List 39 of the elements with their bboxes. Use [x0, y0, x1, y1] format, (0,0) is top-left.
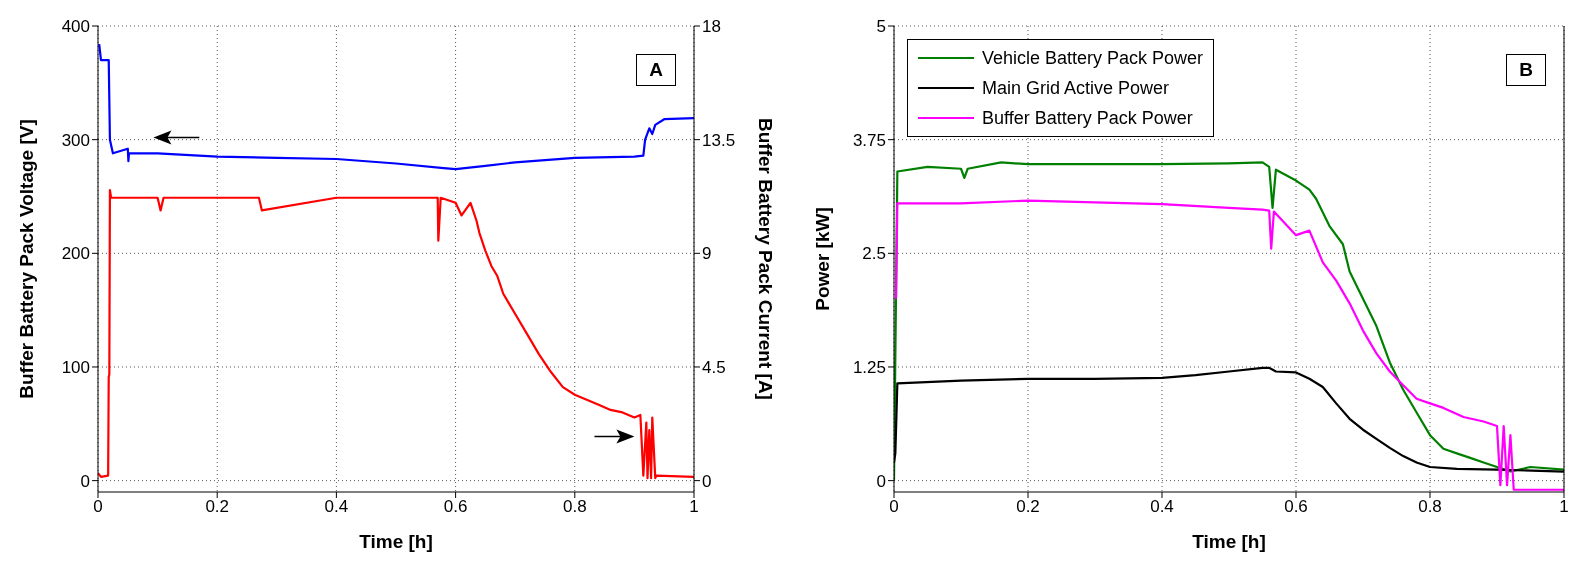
x-tick-label: 0.8 — [562, 497, 587, 517]
y-axis-title: Power [kW] — [811, 207, 833, 311]
x-tick-label: 0.8 — [1418, 497, 1442, 517]
y-tick-label: 3.75 — [852, 130, 886, 150]
y-tick-label: 200 — [61, 244, 90, 264]
y-tick-label: 0 — [876, 471, 886, 491]
x-tick-label: 0.6 — [1284, 497, 1308, 517]
y2-tick-label: 4.5 — [702, 358, 726, 378]
y-tick-label: 400 — [61, 17, 90, 37]
y-tick-label: 300 — [61, 130, 90, 150]
x-tick-label: 0.2 — [1016, 497, 1040, 517]
annotation: B — [1506, 54, 1546, 86]
y2-tick-label: 13.5 — [702, 130, 736, 150]
x-tick-label: 0 — [889, 497, 899, 517]
line-series — [98, 43, 694, 171]
y-tick-label: 1.25 — [852, 358, 886, 378]
y2-tick-label: 9 — [702, 244, 712, 264]
legend-label: Vehicle Battery Pack Power — [982, 47, 1204, 69]
x-tick-label: 1 — [689, 497, 699, 517]
x-axis-title: Time [h] — [359, 531, 433, 552]
y2-tick-label: 0 — [702, 471, 712, 491]
y2-axis-title: Buffer Battery Pack Current [A] — [755, 118, 777, 400]
x-tick-label: 0.6 — [443, 497, 468, 517]
legend-label: Main Grid Active Power — [982, 77, 1170, 99]
x-axis-title: Time [h] — [1192, 531, 1266, 552]
y-tick-label: 100 — [61, 358, 90, 378]
annotation: A — [636, 54, 676, 86]
legend-label: Buffer Battery Pack Power — [982, 107, 1193, 129]
y2-tick-label: 18 — [702, 17, 721, 37]
y-tick-label: 5 — [876, 17, 886, 37]
x-tick-label: 0.4 — [1150, 497, 1174, 517]
x-tick-label: 0 — [93, 497, 103, 517]
x-tick-label: 0.2 — [205, 497, 230, 517]
x-tick-label: 1 — [1559, 497, 1569, 517]
y-axis-title: Buffer Battery Pack Voltage [V] — [15, 119, 37, 399]
x-tick-label: 0.4 — [324, 497, 349, 517]
line-series — [98, 189, 694, 480]
y-tick-label: 0 — [80, 471, 90, 491]
y-tick-label: 2.5 — [862, 244, 886, 264]
